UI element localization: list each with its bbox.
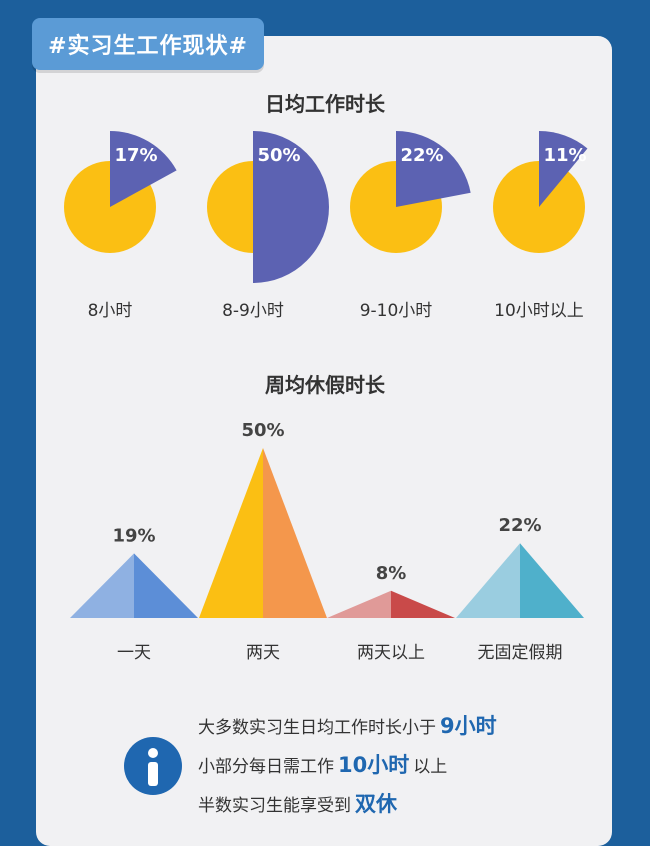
triangle-right-one-day (134, 553, 198, 618)
pie-label-9-10h: 9-10小时 (359, 301, 433, 321)
triangle-right-more-than-two (391, 590, 455, 618)
triangle-right-no-fixed (520, 543, 584, 618)
info-line-3: 半数实习生能享受到 双休 (198, 792, 397, 816)
triangle-value-more-than-two: 8% (376, 563, 407, 584)
tri-label-no-fixed: 无固定假期 (477, 643, 563, 663)
pie-value-8h: 17% (114, 145, 157, 166)
daily-hours-pie-charts: 17% 50% 22% 11% (64, 131, 588, 283)
triangle-value-one-day: 19% (112, 525, 155, 546)
tri-label-more-than-two: 两天以上 (357, 643, 425, 663)
triangle-value-no-fixed: 22% (498, 515, 541, 536)
tri-label-one-day: 一天 (117, 643, 151, 663)
triangle-value-two-days: 50% (241, 420, 284, 441)
pie-slice-9-10h (396, 131, 471, 207)
weekly-rest-title: 周均休假时长 (265, 373, 385, 397)
weekly-rest-triangle-chart: 19% 50% 8% 22% (70, 420, 584, 618)
pie-label-10h-plus: 10小时以上 (494, 301, 584, 321)
pie-value-8-9h: 50% (257, 145, 300, 166)
pie-slice-8-9h (253, 131, 329, 283)
section-tag: #实习生工作现状# (32, 18, 264, 70)
info-icon (124, 737, 182, 795)
pie-label-8-9h: 8-9小时 (222, 301, 284, 321)
info-line-1: 大多数实习生日均工作时长小于 9小时 (198, 714, 497, 738)
triangle-left-two-days (199, 448, 263, 618)
triangle-left-more-than-two (327, 590, 391, 618)
info-line-2: 小部分每日需工作 10小时 以上 (198, 753, 448, 777)
pie-label-8h: 8小时 (87, 301, 133, 321)
triangle-right-two-days (263, 448, 327, 618)
pie-slice-10h-plus (539, 131, 588, 207)
pie-value-10h-plus: 11% (543, 145, 586, 166)
triangle-left-one-day (70, 553, 134, 618)
tri-label-two-days: 两天 (246, 643, 280, 663)
daily-hours-title: 日均工作时长 (265, 92, 385, 116)
pie-slice-8h (110, 131, 177, 207)
pie-value-9-10h: 22% (400, 145, 443, 166)
triangle-left-no-fixed (456, 543, 520, 618)
